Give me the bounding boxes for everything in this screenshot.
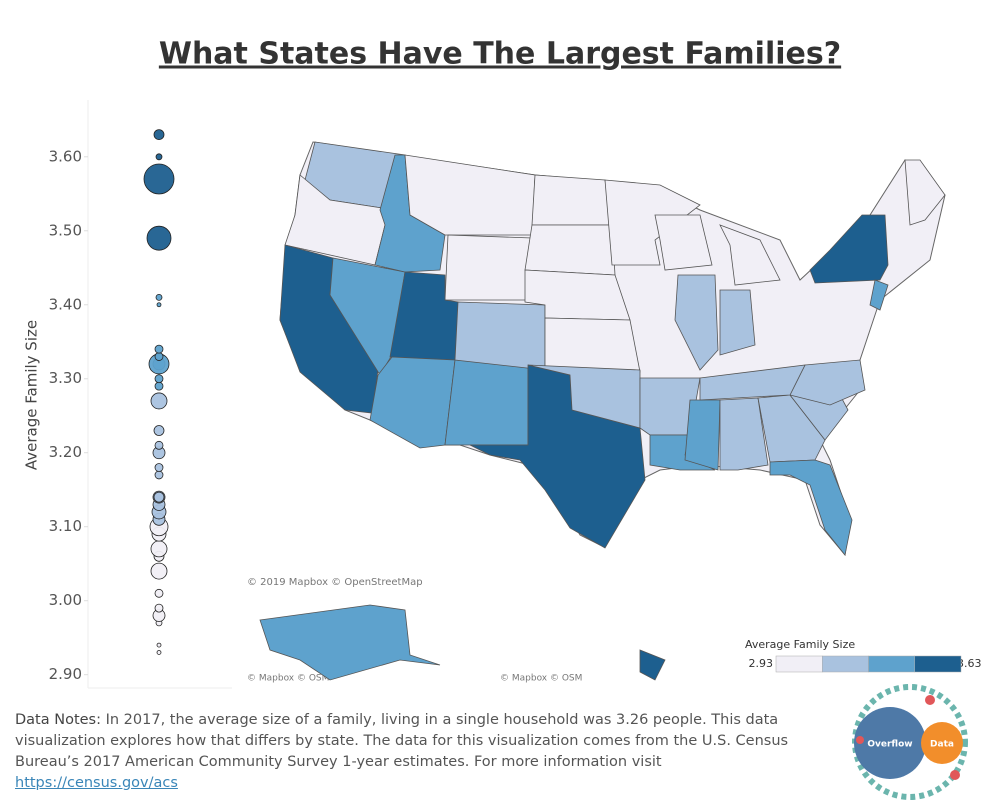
- bubble: [156, 642, 162, 648]
- state: [369, 356, 456, 449]
- legend-swatch: [822, 655, 869, 673]
- state: [639, 649, 666, 681]
- legend-swatch: [914, 655, 962, 673]
- bubble: [156, 302, 162, 308]
- bubble: [150, 540, 168, 558]
- notes-label: Data Notes:: [15, 712, 101, 728]
- y-tick-label: 2.90: [49, 665, 82, 683]
- bubble: [153, 129, 165, 140]
- state: [869, 279, 889, 311]
- y-tick-label: 3.30: [49, 369, 82, 387]
- state: [904, 159, 946, 226]
- title: What States Have The Largest Families?: [159, 37, 841, 72]
- bubble: [154, 463, 164, 472]
- logo-circle: [854, 707, 926, 779]
- state: [769, 459, 853, 556]
- logo-dot: [950, 770, 960, 780]
- legend-title: Average Family Size: [745, 638, 855, 651]
- state: [259, 604, 441, 681]
- attribution: © 2019 Mapbox © OpenStreetMap: [247, 577, 423, 588]
- state: [531, 174, 613, 226]
- attribution: © Mapbox © OSM: [500, 674, 582, 684]
- state: [684, 399, 721, 471]
- state: [527, 364, 641, 429]
- legend-swatch: [868, 655, 915, 673]
- legend-swatch: [775, 655, 823, 673]
- legend-max: 3.63: [957, 657, 982, 670]
- y-tick-label: 3.50: [49, 221, 82, 239]
- bubble: [146, 225, 172, 251]
- attribution: © Mapbox © OSM: [247, 674, 329, 684]
- bubble: [153, 491, 165, 503]
- bubble: [156, 650, 162, 655]
- data-notes: Data Notes: In 2017, the average size of…: [15, 710, 815, 794]
- bubble: [154, 603, 164, 613]
- state: [524, 224, 616, 276]
- state: [544, 317, 641, 373]
- y-tick-label: 3.00: [49, 591, 82, 609]
- logo-dot: [856, 736, 864, 744]
- y-tick-label: 3.20: [49, 443, 82, 461]
- y-tick-label: 3.60: [49, 147, 82, 165]
- state: [674, 274, 719, 371]
- bubble: [150, 562, 168, 580]
- logo: Overflow Data: [852, 684, 968, 800]
- bubble: [154, 374, 164, 384]
- bubble: [150, 392, 168, 410]
- notes-link[interactable]: https://census.gov/acs: [15, 775, 178, 791]
- logo-text: Overflow: [867, 740, 912, 750]
- bubble: [154, 352, 164, 361]
- bubble: [143, 163, 175, 195]
- bubble: [154, 440, 164, 450]
- state: [719, 224, 781, 286]
- logo-text: Data: [930, 740, 954, 750]
- y-tick-label: 3.10: [49, 517, 82, 535]
- state: [404, 154, 536, 236]
- state: [654, 214, 713, 271]
- state: [699, 364, 806, 401]
- bubble: [154, 470, 164, 480]
- bubble: [154, 344, 164, 354]
- legend-min: 2.93: [749, 657, 774, 670]
- bubble: [155, 153, 163, 161]
- bubble: [154, 381, 164, 391]
- bubble: [154, 588, 164, 598]
- state: [719, 289, 756, 356]
- state: [444, 359, 529, 446]
- y-tick-label: 3.40: [49, 295, 82, 313]
- state: [719, 397, 769, 471]
- notes-text: In 2017, the average size of a family, l…: [15, 712, 789, 770]
- logo-dot: [925, 695, 935, 705]
- state: [809, 214, 889, 284]
- logo-circle: [921, 722, 963, 764]
- state: [444, 234, 533, 301]
- state: [604, 179, 701, 266]
- bubble: [153, 425, 165, 436]
- state: [454, 301, 546, 371]
- y-axis-title: Average Family Size: [23, 320, 41, 470]
- bubble: [155, 293, 163, 301]
